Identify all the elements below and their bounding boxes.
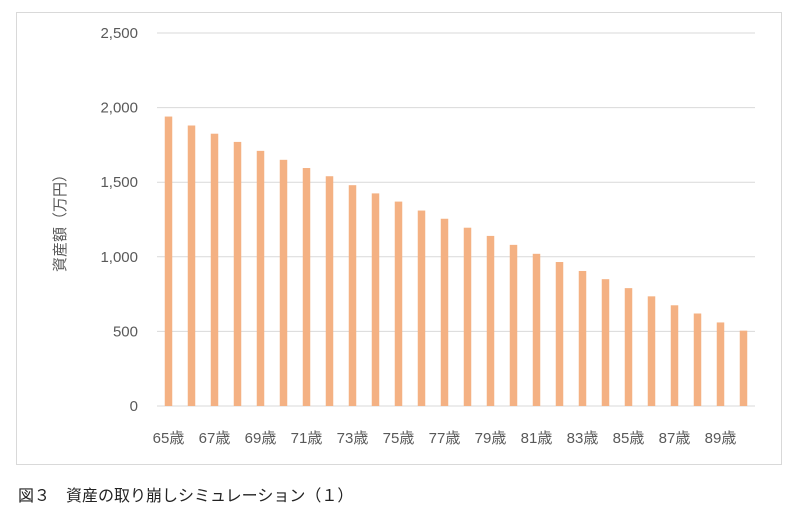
bar [302, 168, 311, 406]
bar-chart: 0 500 1,000 1,500 2,000 2,500 65歳 67歳 69歳 71歳 73歳… [51, 25, 755, 447]
y-tick-label: 0 [130, 398, 138, 415]
bar [739, 330, 748, 406]
chart-frame: 0 500 1,000 1,500 2,000 2,500 65歳 67歳 69歳 71歳 73歳… [16, 12, 782, 465]
bar [647, 296, 656, 406]
x-axis-ticks: 65歳 67歳 69歳 71歳 73歳 75歳 77歳 79歳 81歳 83歳 85歳 87歳 89歳 [153, 430, 737, 447]
y-axis-ticks: 0 500 1,000 1,500 2,000 2,500 [100, 25, 138, 415]
bar [555, 262, 564, 406]
bar [509, 244, 518, 406]
bar [601, 279, 610, 406]
x-tick-label: 77歳 [429, 430, 461, 447]
y-tick-label: 1,000 [100, 249, 138, 266]
x-tick-label: 65歳 [153, 430, 185, 447]
bar [187, 125, 196, 406]
bars [164, 116, 748, 406]
bar [532, 253, 541, 406]
x-tick-label: 79歳 [475, 430, 507, 447]
bar [417, 210, 426, 406]
y-tick-label: 2,500 [100, 25, 138, 42]
bar [371, 193, 380, 406]
bar [624, 288, 633, 406]
bar [348, 185, 357, 406]
x-tick-label: 71歳 [291, 430, 323, 447]
x-tick-label: 73歳 [337, 430, 369, 447]
bar [164, 116, 173, 406]
bar [394, 201, 403, 406]
bar [233, 141, 242, 406]
bar [325, 176, 334, 406]
x-tick-label: 67歳 [199, 430, 231, 447]
bar [578, 270, 587, 406]
bar [256, 150, 265, 406]
y-axis-title: 資産額（万円） [51, 167, 69, 272]
bar [693, 313, 702, 406]
x-tick-label: 81歳 [521, 430, 553, 447]
x-tick-label: 87歳 [659, 430, 691, 447]
y-tick-label: 500 [113, 323, 138, 340]
y-tick-label: 1,500 [100, 174, 138, 191]
x-tick-label: 83歳 [567, 430, 599, 447]
figure-caption: 図３ 資産の取り崩しシミュレーション（１） [18, 486, 354, 505]
bar [463, 227, 472, 406]
bar [279, 159, 288, 406]
bar [670, 305, 679, 406]
x-tick-label: 69歳 [245, 430, 277, 447]
bar [486, 235, 495, 406]
gridlines [157, 32, 755, 407]
bar [210, 133, 219, 406]
x-tick-label: 89歳 [705, 430, 737, 447]
bar [716, 322, 725, 406]
x-tick-label: 75歳 [383, 430, 415, 447]
bar [440, 218, 449, 406]
x-tick-label: 85歳 [613, 430, 645, 447]
y-tick-label: 2,000 [100, 100, 138, 117]
